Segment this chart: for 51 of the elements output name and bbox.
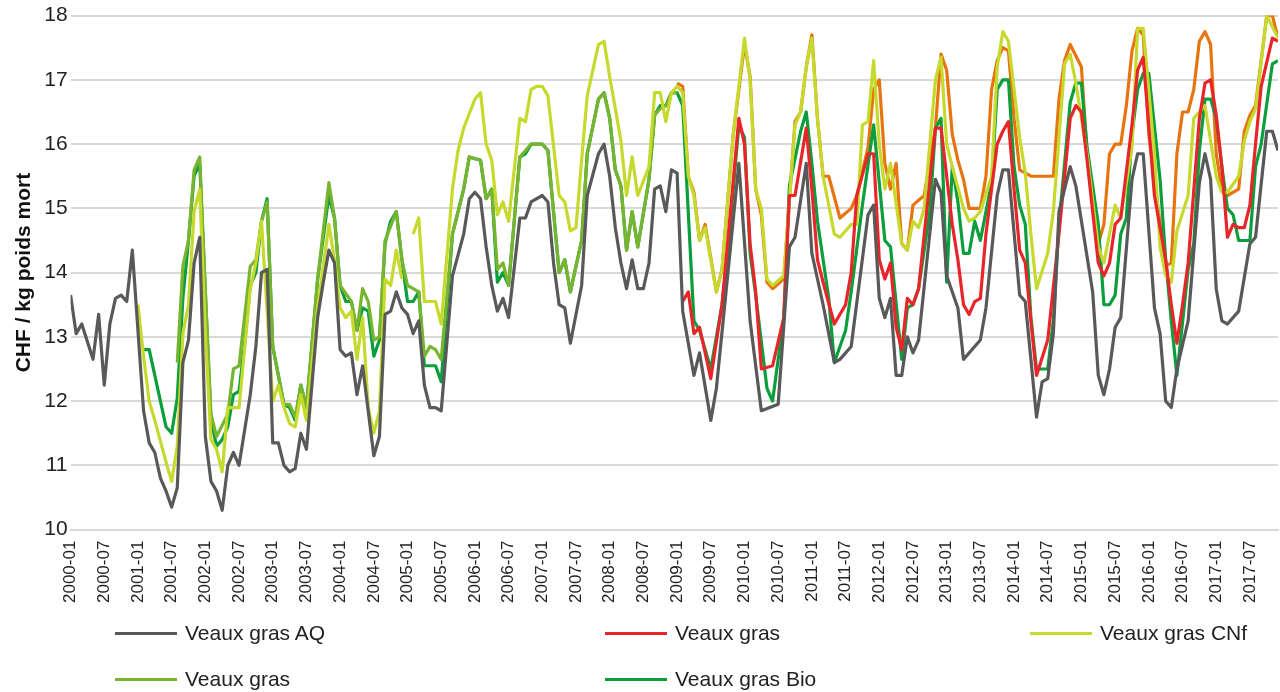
x-tick-label: 2002-07 — [228, 540, 248, 603]
x-tick-label: 2010-01 — [734, 540, 754, 603]
y-tick-label: 14 — [44, 259, 68, 283]
x-tick-label: 2010-07 — [767, 540, 787, 603]
x-tick-label: 2015-07 — [1104, 540, 1124, 603]
legend-label: Veaux gras — [675, 621, 781, 645]
x-tick-label: 2017-01 — [1205, 540, 1225, 603]
x-tick-label: 2012-07 — [902, 540, 922, 603]
x-tick-label: 2000-07 — [93, 540, 113, 603]
y-tick-label: 16 — [44, 130, 68, 154]
x-tick-label: 2016-07 — [1172, 540, 1192, 603]
y-tick-label: 10 — [44, 516, 68, 540]
x-tick-label: 2005-07 — [430, 540, 450, 603]
x-tick-label: 2013-07 — [970, 540, 990, 603]
x-tick-label: 2000-01 — [60, 540, 80, 603]
x-tick-label: 2007-07 — [565, 540, 585, 603]
x-tick-label: 2004-07 — [363, 540, 383, 603]
x-tick-label: 2009-01 — [666, 540, 686, 603]
y-axis-title: CHF / kg poids mort — [11, 172, 35, 373]
legend-label: Veaux gras AQ — [185, 621, 326, 645]
x-tick-label: 2003-01 — [262, 540, 282, 603]
legend-label: Veaux gras CNf — [1100, 621, 1248, 645]
x-tick-label: 2005-01 — [397, 540, 417, 603]
x-tick-label: 2015-01 — [1071, 540, 1091, 603]
x-tick-label: 2002-01 — [195, 540, 215, 603]
x-tick-label: 2008-01 — [599, 540, 619, 603]
x-tick-label: 2008-07 — [633, 540, 653, 603]
x-tick-label: 2014-07 — [1037, 540, 1057, 603]
x-tick-label: 2003-07 — [296, 540, 316, 603]
x-tick-label: 2006-07 — [498, 540, 518, 603]
y-tick-label: 17 — [44, 66, 68, 90]
x-tick-label: 2007-01 — [531, 540, 551, 603]
x-tick-label: 2016-01 — [1138, 540, 1158, 603]
x-tick-label: 2011-01 — [801, 540, 821, 602]
x-tick-label: 2001-07 — [161, 540, 181, 603]
x-tick-label: 2012-01 — [868, 540, 888, 603]
x-tick-label: 2004-01 — [329, 540, 349, 603]
legend-label: Veaux gras Bio — [675, 667, 817, 691]
x-tick-label: 2017-07 — [1239, 540, 1259, 603]
y-tick-label: 15 — [44, 195, 68, 219]
x-tick-label: 2011-07 — [835, 540, 855, 602]
x-tick-label: 2014-01 — [1003, 540, 1023, 603]
y-tick-label: 12 — [44, 387, 68, 411]
y-tick-label: 18 — [44, 2, 68, 26]
y-tick-label: 11 — [45, 452, 68, 476]
x-tick-label: 2006-01 — [464, 540, 484, 603]
legend-label: Veaux gras — [185, 667, 291, 691]
y-tick-label: 13 — [44, 323, 68, 347]
x-tick-label: 2013-01 — [936, 540, 956, 603]
x-tick-label: 2009-07 — [700, 540, 720, 603]
x-tick-label: 2001-01 — [127, 540, 147, 603]
